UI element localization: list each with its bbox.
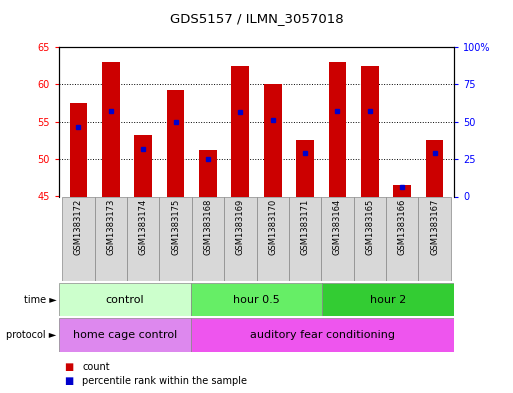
- Text: hour 2: hour 2: [370, 295, 406, 305]
- Bar: [102, 62, 120, 196]
- Text: control: control: [106, 295, 144, 305]
- Bar: [361, 66, 379, 196]
- Bar: [224, 196, 256, 281]
- Text: GSM1383168: GSM1383168: [204, 199, 212, 255]
- Bar: [353, 196, 386, 281]
- Text: count: count: [82, 362, 110, 373]
- Bar: [296, 140, 314, 196]
- Text: hour 0.5: hour 0.5: [233, 295, 280, 305]
- Text: protocol ►: protocol ►: [6, 330, 56, 340]
- Text: GSM1383175: GSM1383175: [171, 199, 180, 255]
- Text: GSM1383169: GSM1383169: [236, 199, 245, 255]
- Bar: [167, 90, 185, 196]
- Text: percentile rank within the sample: percentile rank within the sample: [82, 376, 247, 386]
- Bar: [426, 140, 443, 196]
- Text: GSM1383171: GSM1383171: [301, 199, 309, 255]
- Text: GSM1383172: GSM1383172: [74, 199, 83, 255]
- Bar: [70, 103, 87, 196]
- Bar: [199, 150, 217, 196]
- Bar: [59, 318, 191, 352]
- Bar: [134, 134, 152, 196]
- Text: GSM1383165: GSM1383165: [365, 199, 374, 255]
- Bar: [289, 196, 321, 281]
- Bar: [160, 196, 192, 281]
- Bar: [94, 196, 127, 281]
- Bar: [328, 62, 346, 196]
- Text: ■: ■: [64, 362, 73, 373]
- Text: auditory fear conditioning: auditory fear conditioning: [250, 330, 395, 340]
- Bar: [191, 283, 322, 316]
- Bar: [192, 196, 224, 281]
- Text: GSM1383167: GSM1383167: [430, 199, 439, 255]
- Text: GSM1383174: GSM1383174: [139, 199, 148, 255]
- Bar: [59, 283, 191, 316]
- Text: home cage control: home cage control: [73, 330, 177, 340]
- Bar: [393, 185, 411, 196]
- Bar: [62, 196, 94, 281]
- Bar: [322, 283, 454, 316]
- Text: GDS5157 / ILMN_3057018: GDS5157 / ILMN_3057018: [170, 12, 343, 25]
- Bar: [419, 196, 451, 281]
- Bar: [386, 196, 419, 281]
- Bar: [256, 196, 289, 281]
- Text: GSM1383173: GSM1383173: [106, 199, 115, 255]
- Bar: [191, 318, 454, 352]
- Bar: [231, 66, 249, 196]
- Text: ■: ■: [64, 376, 73, 386]
- Text: GSM1383166: GSM1383166: [398, 199, 407, 255]
- Bar: [127, 196, 160, 281]
- Text: GSM1383170: GSM1383170: [268, 199, 277, 255]
- Text: time ►: time ►: [24, 295, 56, 305]
- Bar: [321, 196, 353, 281]
- Bar: [264, 84, 282, 196]
- Text: GSM1383164: GSM1383164: [333, 199, 342, 255]
